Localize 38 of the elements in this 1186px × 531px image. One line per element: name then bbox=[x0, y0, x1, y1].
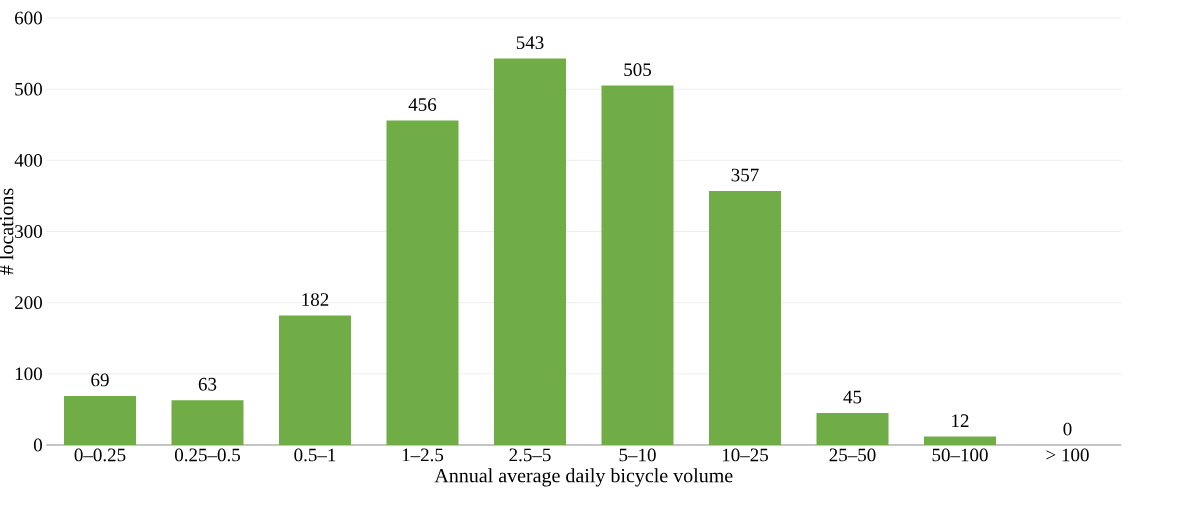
bar bbox=[63, 395, 137, 445]
data-label: 0 bbox=[1063, 422, 1072, 436]
data-label: 69 bbox=[91, 373, 109, 387]
y-tick-label: 0 bbox=[33, 438, 42, 452]
data-label: 182 bbox=[302, 293, 329, 306]
x-tick-label: 1–2.5 bbox=[402, 448, 444, 462]
bar bbox=[923, 436, 997, 445]
x-tick-label: 2.5–5 bbox=[509, 448, 551, 462]
x-tick-label: 25–50 bbox=[829, 448, 876, 462]
bar bbox=[601, 85, 674, 445]
y-tick-label: 200 bbox=[15, 296, 42, 310]
x-axis-title: Annual average daily bicycle volume bbox=[434, 468, 733, 487]
x-tick-label: 0.5–1 bbox=[294, 448, 336, 462]
x-tick-label: > 100 bbox=[1046, 448, 1089, 462]
data-label: 12 bbox=[952, 414, 969, 427]
y-tick-label: 600 bbox=[15, 11, 42, 25]
y-tick-label: 400 bbox=[14, 153, 42, 167]
y-tick-label: 300 bbox=[15, 225, 42, 238]
bar bbox=[386, 120, 459, 445]
bar bbox=[278, 315, 352, 445]
data-label: 456 bbox=[408, 98, 437, 111]
x-tick-label: 10–25 bbox=[722, 448, 768, 462]
bar bbox=[493, 58, 567, 445]
data-label: 63 bbox=[198, 377, 217, 391]
data-label: 45 bbox=[843, 390, 862, 404]
data-label: 357 bbox=[731, 168, 759, 182]
x-tick-label: 5–10 bbox=[619, 448, 656, 462]
bar bbox=[171, 400, 244, 445]
y-tick-label: 100 bbox=[15, 367, 42, 381]
data-label: 543 bbox=[516, 36, 544, 50]
x-tick-label: 0.25–0.5 bbox=[174, 448, 240, 462]
y-tick-label: 500 bbox=[15, 82, 42, 96]
bar bbox=[708, 190, 782, 445]
x-tick-label: 0–0.25 bbox=[74, 448, 126, 462]
x-tick-label: 50–100 bbox=[932, 448, 988, 462]
y-axis-title: # locations bbox=[0, 188, 14, 275]
bar bbox=[816, 412, 889, 445]
data-label: 505 bbox=[624, 63, 651, 77]
